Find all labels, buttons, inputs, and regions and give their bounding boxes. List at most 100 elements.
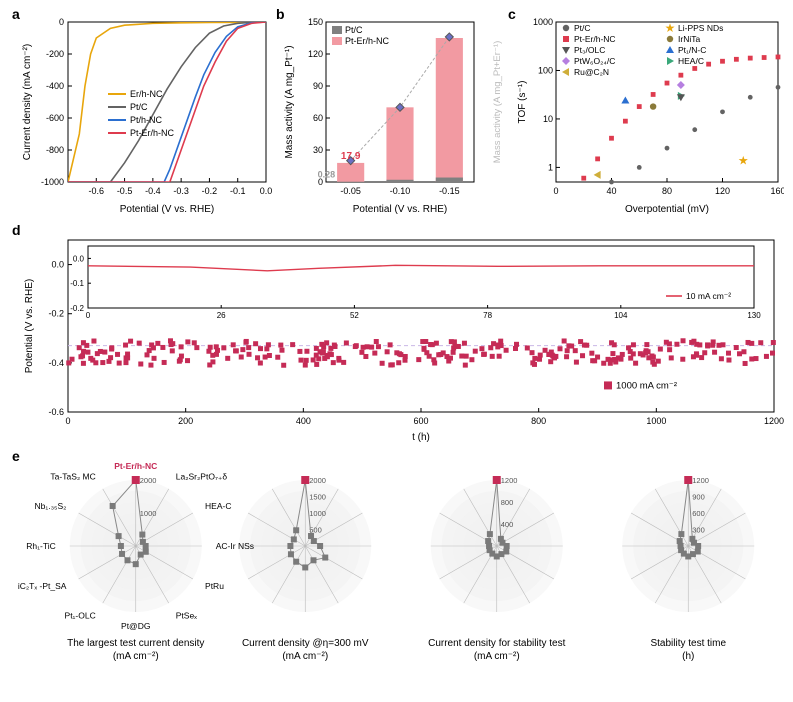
svg-text:Current density @η=300 mV: Current density @η=300 mV (242, 638, 369, 649)
svg-text:1: 1 (548, 162, 553, 172)
svg-text:1000: 1000 (140, 509, 157, 518)
svg-text:Pt-Er/h-NC: Pt-Er/h-NC (345, 36, 390, 46)
svg-text:-400: -400 (46, 81, 64, 91)
svg-text:400: 400 (296, 416, 311, 426)
svg-text:Pt@DG: Pt@DG (121, 621, 150, 631)
chart-a: -0.6-0.5-0.4-0.3-0.2-0.10.0-1000-800-600… (18, 16, 272, 216)
svg-text:Mo₂TiC₂Tₓ -Pt_SA: Mo₂TiC₂Tₓ -Pt_SA (18, 581, 67, 591)
svg-text:Nb₁.₃₅S₂: Nb₁.₃₅S₂ (35, 501, 67, 511)
svg-text:Current density (mA cm⁻²): Current density (mA cm⁻²) (22, 44, 33, 160)
svg-text:900: 900 (692, 493, 705, 502)
svg-text:-0.4: -0.4 (145, 186, 161, 196)
svg-text:Pt/C: Pt/C (130, 102, 148, 112)
svg-text:Rh₁-TiC: Rh₁-TiC (26, 541, 55, 551)
svg-text:600: 600 (692, 509, 705, 518)
chart-e: 1000 2000 The largest test current density… (18, 456, 784, 696)
svg-text:Mass activity (A mg_Pt+Er⁻¹): Mass activity (A mg_Pt+Er⁻¹) (492, 41, 503, 163)
svg-text:-0.1: -0.1 (230, 186, 246, 196)
svg-text:2000: 2000 (309, 476, 326, 485)
svg-text:130: 130 (747, 311, 761, 320)
svg-text:Overpotential (mV): Overpotential (mV) (625, 204, 709, 215)
svg-text:Current density for stability: Current density for stability test (428, 638, 565, 649)
svg-text:Potential (V vs. RHE): Potential (V vs. RHE) (120, 204, 214, 215)
svg-text:IrNiTa: IrNiTa (678, 34, 700, 44)
svg-text:160: 160 (770, 186, 784, 196)
chart-c: 0 40 80 120 160 1 10 100 1000 Overpotential (mV) T… (512, 16, 784, 216)
svg-text:-0.1: -0.1 (70, 279, 84, 288)
svg-text:1000: 1000 (533, 17, 553, 27)
svg-text:1000: 1000 (646, 416, 666, 426)
svg-text:10: 10 (543, 114, 553, 124)
svg-text:1000 mA cm⁻²: 1000 mA cm⁻² (616, 380, 677, 391)
svg-text:2000: 2000 (140, 476, 157, 485)
svg-text:TOF (s⁻¹): TOF (s⁻¹) (517, 81, 528, 124)
svg-text:Mass activity (A mg_Pt⁻¹): Mass activity (A mg_Pt⁻¹) (284, 45, 295, 158)
svg-text:600: 600 (413, 416, 428, 426)
svg-text:-0.15: -0.15 (439, 186, 460, 196)
svg-text:30: 30 (313, 145, 323, 155)
svg-text:t (h): t (h) (412, 432, 430, 442)
svg-text:0.0: 0.0 (51, 260, 64, 270)
svg-text:★: ★ (665, 21, 676, 35)
svg-text:HEA/C: HEA/C (678, 56, 704, 66)
svg-text:1000: 1000 (309, 509, 326, 518)
svg-text:52: 52 (350, 311, 359, 320)
svg-text:HEA-C: HEA-C (205, 501, 231, 511)
svg-text:Pt-Er/h-NC: Pt-Er/h-NC (130, 128, 175, 138)
svg-text:Pt₁/N-C: Pt₁/N-C (678, 45, 706, 55)
svg-text:The largest test current densi: The largest test current density (67, 638, 204, 649)
svg-text:90: 90 (313, 81, 323, 91)
svg-text:PtW₆O₂₄/C: PtW₆O₂₄/C (574, 56, 615, 66)
svg-text:1200: 1200 (692, 476, 709, 485)
svg-text:-800: -800 (46, 145, 64, 155)
svg-text:0.28: 0.28 (318, 170, 336, 180)
svg-text:800: 800 (531, 416, 546, 426)
svg-text:100: 100 (538, 65, 553, 75)
svg-text:1500: 1500 (309, 493, 326, 502)
svg-text:120: 120 (715, 186, 730, 196)
svg-text:AC-Ir NSs: AC-Ir NSs (216, 541, 254, 551)
svg-text:800: 800 (501, 498, 514, 507)
svg-text:40: 40 (606, 186, 616, 196)
svg-text:0.0: 0.0 (73, 254, 85, 263)
svg-text:104: 104 (614, 311, 628, 320)
svg-text:0.0: 0.0 (260, 186, 272, 196)
svg-text:Potential (V vs. RHE): Potential (V vs. RHE) (24, 279, 35, 373)
chart-b: 0306090120150-0.05-0.10-0.15Potential (V… (280, 16, 504, 216)
svg-text:0: 0 (553, 186, 558, 196)
svg-text:26: 26 (217, 311, 226, 320)
svg-text:60: 60 (313, 113, 323, 123)
svg-text:-0.2: -0.2 (202, 186, 218, 196)
svg-text:-0.2: -0.2 (70, 304, 84, 313)
svg-text:-0.3: -0.3 (173, 186, 189, 196)
svg-text:-0.6: -0.6 (48, 407, 64, 417)
svg-text:-0.2: -0.2 (48, 309, 64, 319)
svg-text:(h): (h) (682, 651, 694, 662)
svg-text:(mA cm⁻²): (mA cm⁻²) (113, 651, 159, 662)
svg-text:1200: 1200 (764, 416, 784, 426)
svg-text:Li-PPS NDs: Li-PPS NDs (678, 23, 723, 33)
svg-text:200: 200 (178, 416, 193, 426)
svg-text:★: ★ (738, 153, 749, 167)
svg-text:0: 0 (86, 311, 91, 320)
svg-text:Stability test time: Stability test time (650, 638, 726, 649)
svg-text:La₂Sr₂PtO₇₊δ: La₂Sr₂PtO₇₊δ (176, 472, 228, 482)
svg-text:-0.6: -0.6 (89, 186, 105, 196)
svg-text:Pt/C: Pt/C (574, 23, 591, 33)
svg-text:400: 400 (501, 520, 514, 529)
svg-text:Pt/C: Pt/C (345, 25, 363, 35)
svg-text:300: 300 (692, 526, 705, 535)
svg-text:0: 0 (65, 416, 70, 426)
svg-text:-0.4: -0.4 (48, 358, 64, 368)
svg-text:-600: -600 (46, 113, 64, 123)
svg-text:-200: -200 (46, 49, 64, 59)
svg-text:Pt/h-NC: Pt/h-NC (130, 115, 163, 125)
figure: a b c d e -0.6-0.5-0.4-0.3-0.2-0.10.0-10… (0, 0, 793, 702)
svg-text:PtRu: PtRu (205, 581, 224, 591)
svg-text:Pt-Er/h-NC: Pt-Er/h-NC (114, 461, 157, 471)
svg-text:80: 80 (662, 186, 672, 196)
svg-text:Pt-Er/h-NC: Pt-Er/h-NC (574, 34, 616, 44)
svg-text:-0.10: -0.10 (390, 186, 411, 196)
svg-text:10 mA cm⁻²: 10 mA cm⁻² (686, 291, 731, 301)
svg-text:Potential (V vs. RHE): Potential (V vs. RHE) (353, 204, 447, 215)
